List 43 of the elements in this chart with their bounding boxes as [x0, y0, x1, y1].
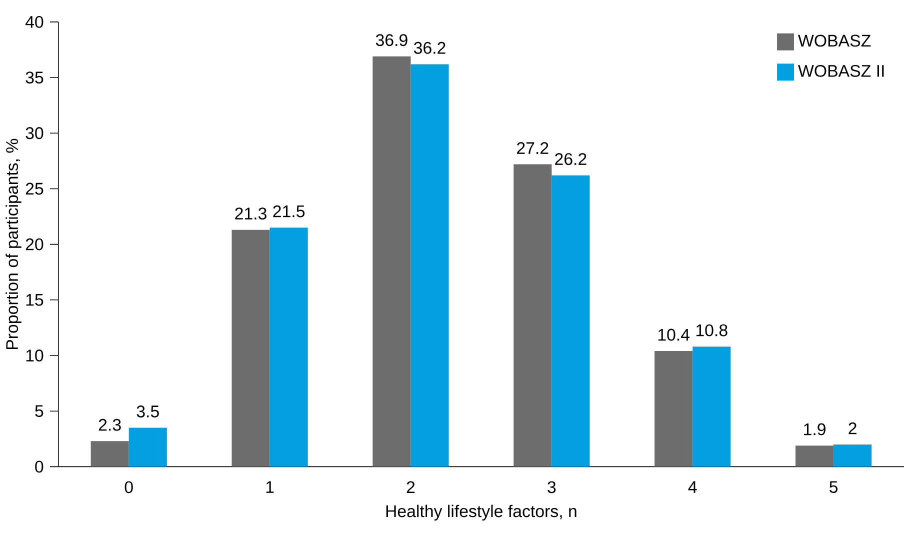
bar	[654, 351, 693, 467]
y-tick-label: 30	[26, 127, 44, 140]
bar	[514, 164, 552, 467]
bar	[90, 441, 129, 467]
bar	[410, 64, 449, 467]
y-tick-label: 0	[35, 460, 44, 473]
y-tick-label: 10	[26, 350, 44, 362]
bar	[372, 56, 411, 467]
bar	[552, 176, 590, 467]
data-label: 27.2	[517, 142, 548, 154]
x-tick-label: 1	[266, 481, 274, 494]
data-label: 10.8	[696, 324, 728, 337]
y-axis-title: Proportion of participants, %	[6, 139, 22, 350]
bar	[232, 230, 270, 467]
y-tick-label: 40	[25, 16, 44, 28]
data-label: 21.5	[273, 206, 305, 218]
legend-label: WOBASZ II	[798, 65, 884, 78]
x-axis-title: Healthy lifestyle factors, n	[386, 505, 576, 521]
y-tick-label: 5	[35, 405, 44, 418]
bar	[128, 428, 167, 467]
data-label: 21.3	[235, 208, 266, 220]
data-label: 10.4	[658, 329, 690, 341]
legend-label: WOBASZ	[798, 34, 871, 47]
y-tick-label: 20	[26, 238, 44, 251]
x-tick-label: 5	[830, 481, 838, 494]
x-tick-label: 2	[406, 481, 415, 494]
x-tick-label: 3	[548, 481, 556, 494]
y-tick-label: 25	[26, 182, 44, 195]
data-label: 26.2	[555, 153, 586, 166]
y-tick-label: 15	[26, 294, 44, 306]
data-label: 36.9	[376, 34, 408, 46]
data-label: 1.9	[804, 424, 826, 436]
y-tick-label: 35	[26, 72, 44, 84]
data-label: 2	[848, 422, 856, 434]
bar	[795, 446, 834, 467]
data-label: 2.3	[98, 419, 121, 432]
data-label: 36.2	[414, 42, 446, 54]
data-label: 3.5	[136, 406, 159, 418]
x-tick-label: 0	[124, 481, 133, 494]
bar	[834, 444, 872, 467]
bar	[692, 346, 731, 467]
bar	[270, 228, 308, 467]
x-tick-label: 4	[688, 481, 697, 494]
